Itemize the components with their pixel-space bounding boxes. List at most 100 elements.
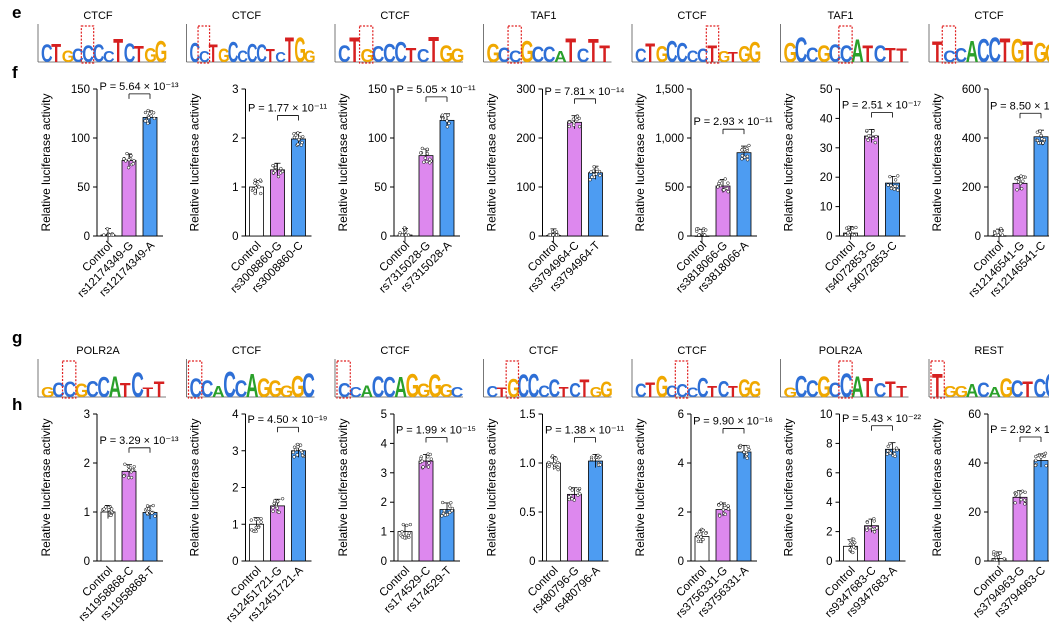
bar-chart: Relative luciferase activity0100200300Co… (485, 84, 625, 295)
replicate-dot (277, 510, 281, 514)
motif-letter: C (97, 372, 110, 405)
replicate-dot (421, 465, 425, 469)
replicate-dot (704, 531, 708, 535)
y-tick-label: 1,000 (655, 133, 684, 145)
replicate-dot (873, 140, 877, 145)
replicate-dot (886, 449, 890, 453)
y-tick-label: 20 (968, 507, 981, 519)
bar-chart: Relative luciferase activity0204060Contr… (930, 409, 1049, 621)
motif-letter: C (697, 371, 709, 403)
motif-tf-label: CTCF (232, 345, 262, 357)
replicate-dot (1035, 138, 1040, 143)
replicate-dot (847, 225, 851, 229)
replicate-dot (893, 178, 898, 182)
motif-letter: T (1000, 32, 1011, 70)
bar-rs3794964-C (567, 121, 582, 237)
y-tick-label: 1.5 (520, 409, 536, 421)
motif-letter: G (280, 381, 294, 401)
motif-letter: C (635, 380, 647, 402)
replicate-dot (738, 445, 742, 449)
motif-letter: C (338, 379, 351, 401)
motif-letter: G (218, 45, 230, 66)
replicate-dot (298, 135, 302, 139)
replicate-dot (598, 454, 602, 459)
replicate-dot (726, 507, 730, 511)
replicate-dot (299, 448, 303, 453)
y-tick-label: 0 (678, 556, 684, 568)
motif-letter: G (817, 41, 831, 67)
motif-letter: T (559, 384, 569, 400)
replicate-dot (105, 227, 109, 231)
motif-letter: C (840, 367, 853, 405)
y-tick-label: 3 (381, 468, 387, 480)
replicate-dot (747, 447, 751, 452)
motif-letter: A (988, 384, 1001, 401)
motif-letter: C (549, 376, 561, 403)
replicate-dot (1038, 129, 1042, 133)
replicate-dot (551, 233, 555, 237)
y-tick-label: 0 (975, 231, 981, 243)
motif-letter: C (86, 378, 99, 403)
bar-rs3794964-T (588, 172, 603, 237)
replicate-dot (893, 452, 897, 456)
motif-letter: T (645, 378, 655, 402)
replicate-dot (888, 451, 893, 455)
bar-rs12451721-G (270, 505, 285, 562)
y-tick-label: 50 (374, 182, 387, 194)
replicate-dot (995, 558, 999, 562)
replicate-dot (1042, 137, 1046, 142)
replicate-dot (696, 539, 701, 543)
bar-chart: Relative luciferase activity01020304050C… (782, 84, 922, 296)
y-tick-label: 0 (232, 556, 238, 568)
replicate-dot (896, 188, 900, 192)
replicate-dot (428, 452, 432, 457)
y-tick-label: 2 (826, 527, 832, 539)
replicate-dot (294, 133, 298, 137)
motif-letter: C (795, 370, 808, 404)
y-tick-label: 0 (529, 231, 535, 243)
motif-tf-label: TAF1 (530, 10, 556, 22)
replicate-dot (448, 510, 452, 515)
bar-rs3008860-G (270, 169, 285, 237)
bar-rs3008860-C (291, 138, 306, 237)
replicate-dot (440, 514, 444, 518)
motif-letter: C (874, 379, 887, 401)
replicate-dot (151, 503, 155, 508)
replicate-dot (588, 178, 592, 182)
replicate-dot (425, 160, 429, 164)
motif-letter: C (201, 376, 214, 402)
motif-letter: C (687, 385, 699, 401)
motif-tf-label: CTCF (529, 345, 559, 357)
motif-letter: C (275, 50, 286, 66)
motif-letter: G (738, 42, 751, 67)
y-axis-label: Relative luciferase activity (39, 418, 53, 556)
replicate-dot (875, 526, 879, 530)
replicate-dot (846, 231, 850, 235)
replicate-dot (864, 526, 869, 530)
p-value-label: P = 2.51 × 10⁻¹⁷ (842, 100, 921, 112)
replicate-dot (404, 233, 408, 237)
bar-chart: Relative luciferase activity050100150Con… (336, 84, 476, 296)
y-tick-label: 1 (232, 519, 238, 531)
replicate-dot (445, 119, 449, 123)
y-tick-label: 4 (678, 458, 685, 470)
replicate-dot (725, 186, 729, 191)
motif-letter: G (1000, 372, 1014, 403)
y-tick-label: 300 (516, 84, 535, 96)
replicate-dot (258, 178, 263, 182)
motif-letter: C (829, 39, 842, 68)
replicate-dot (422, 160, 426, 164)
motif-letter: G (656, 42, 669, 67)
replicate-dot (865, 520, 869, 525)
replicate-dot (256, 525, 261, 530)
motif-letter: T (588, 32, 599, 69)
y-axis-label: Relative luciferase activity (336, 93, 350, 231)
motif-letter: C (417, 46, 430, 66)
motif-letter: C (487, 383, 499, 401)
y-tick-label: 0 (84, 231, 90, 243)
motif-letter: A (246, 367, 259, 404)
replicate-dot (848, 547, 852, 552)
replicate-dot (1014, 492, 1019, 496)
